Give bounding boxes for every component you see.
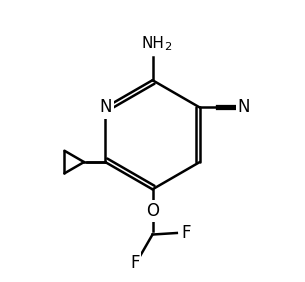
Text: 2: 2 (164, 42, 172, 52)
Text: N: N (237, 98, 250, 116)
Text: F: F (131, 254, 140, 272)
Text: O: O (146, 202, 159, 220)
Text: F: F (181, 224, 191, 242)
Text: NH: NH (141, 36, 164, 50)
Text: N: N (99, 98, 112, 116)
